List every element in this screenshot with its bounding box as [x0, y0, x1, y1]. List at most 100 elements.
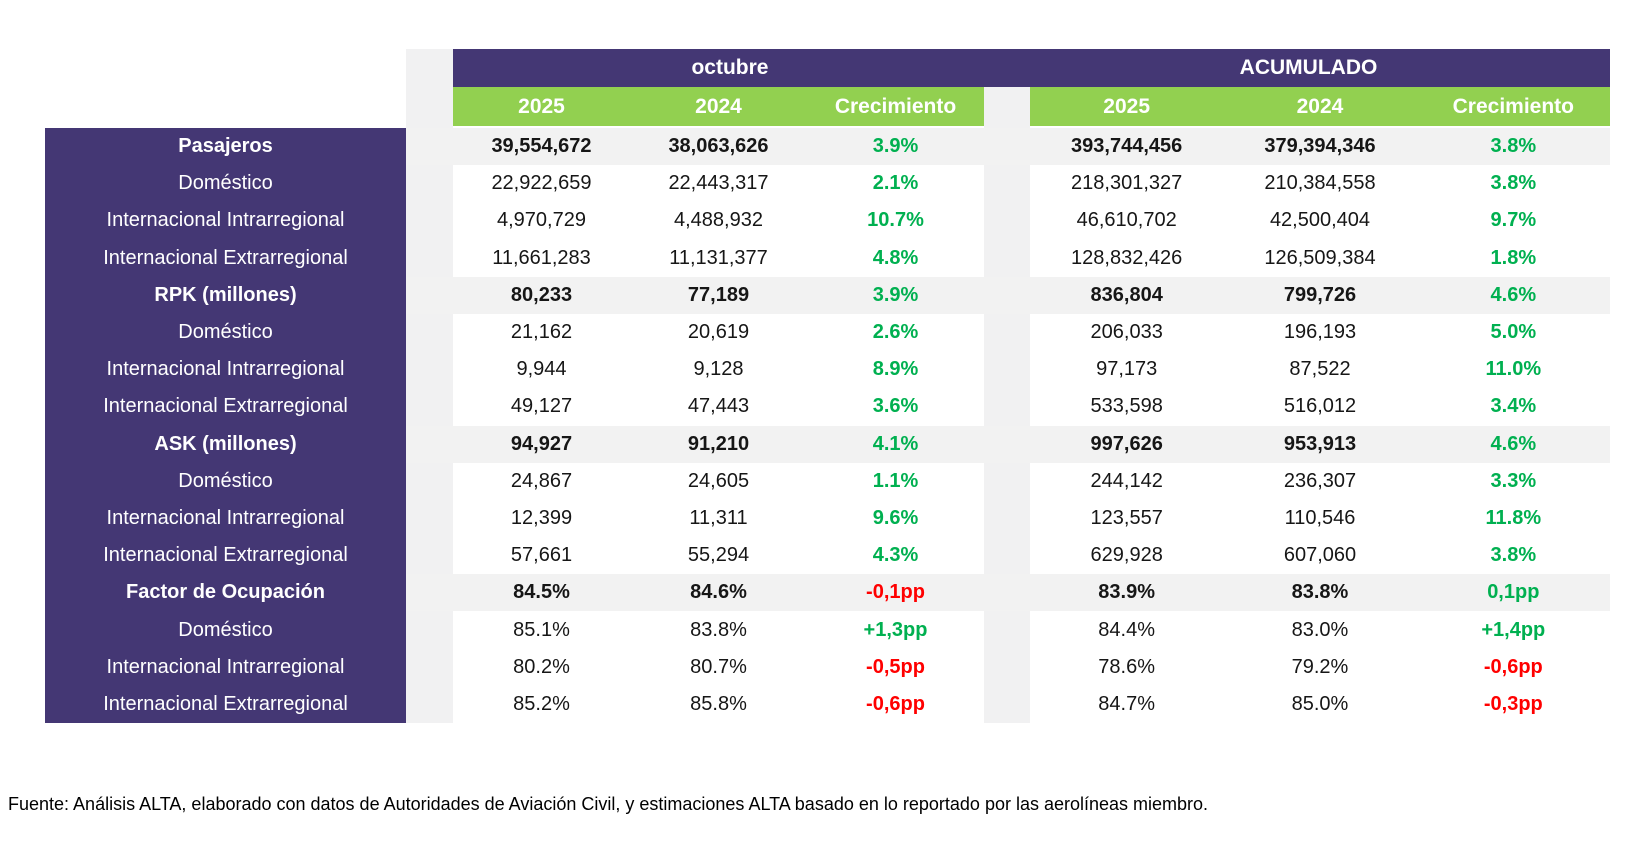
acumulado-2024-value: 379,394,346 [1264, 135, 1376, 158]
octubre-2024-value: 9,128 [693, 358, 744, 381]
metric-label-column: Pasajeros Doméstico Internacional Intrarre… [45, 128, 406, 723]
row-gutter [406, 649, 453, 686]
row-label: Doméstico [178, 469, 273, 492]
acumulado-2025-value: 533,598 [1090, 395, 1163, 418]
octubre-growth-value: 2.1% [872, 172, 919, 195]
octubre-growth-value: -0,1pp [866, 581, 925, 604]
acumulado-growth-value: 3.8% [1490, 135, 1537, 158]
period-octubre-header: octubre [691, 56, 769, 79]
octubre-2024-value: 91,210 [687, 432, 750, 455]
acumulado-2025-value: 97,173 [1096, 358, 1158, 381]
row-label: ASK (millones) [154, 432, 297, 455]
row-label: Internacional Extrarregional [103, 692, 348, 715]
octubre-2024-value: 11,311 [689, 506, 748, 529]
acumulado-2025-value: 629,928 [1090, 544, 1163, 567]
acumulado-2025-value: 393,744,456 [1071, 135, 1183, 158]
octubre-growth-value: 4.3% [872, 544, 919, 567]
octubre-2025-value: 24,867 [510, 469, 573, 492]
octubre-2024-value: 85.8% [690, 692, 747, 715]
period-header-bar: octubre ACUMULADO [453, 49, 1610, 87]
octubre-growth-value: 3.9% [872, 283, 919, 306]
acumulado-2024-value: 210,384,558 [1264, 172, 1376, 195]
row-label: Internacional Intrarregional [106, 506, 345, 529]
octubre-growth-value: 10.7% [867, 209, 924, 232]
row-gutter [984, 500, 1030, 537]
table-row: 80.2% 80.7% -0,5pp 78.6% 79.2% -0,6pp [406, 649, 1610, 686]
acumulado-2024-value: 83.0% [1291, 618, 1349, 641]
row-gutter [406, 277, 453, 314]
acumulado-growth-value: 3.8% [1490, 544, 1537, 567]
octubre-2024-value: 55,294 [687, 544, 750, 567]
octubre-2025-value: 80.2% [513, 655, 570, 678]
octubre-growth-value: 8.9% [872, 358, 919, 381]
row-gutter [406, 240, 453, 277]
acumulado-2024-value: 83.8% [1291, 581, 1349, 604]
octubre-2024-value: 22,443,317 [668, 172, 769, 195]
octubre-growth-value: 4.8% [872, 246, 919, 269]
row-gutter [984, 128, 1030, 165]
octubre-growth-value: -0,6pp [866, 692, 925, 715]
acumulado-growth-value: 3.3% [1490, 469, 1537, 492]
acumulado-crecimiento-header: Crecimiento [1452, 94, 1574, 118]
table-row: 39,554,672 38,063,626 3.9% 393,744,456 379,3… [406, 128, 1610, 166]
acumulado-growth-value: 3.4% [1490, 395, 1537, 418]
acumulado-2025-value: 836,804 [1090, 283, 1163, 306]
acumulado-2024-header: 2024 [1296, 94, 1344, 118]
octubre-2025-value: 49,127 [510, 395, 573, 418]
table-row: 4,970,729 4,488,932 10.7% 46,610,702 42,500,… [406, 202, 1610, 239]
octubre-growth-value: 9.6% [872, 506, 919, 529]
row-gutter [984, 388, 1030, 425]
acumulado-growth-value: 11.8% [1485, 506, 1542, 529]
row-label: RPK (millones) [154, 283, 297, 306]
acumulado-2025-value: 997,626 [1090, 432, 1163, 455]
octubre-2025-value: 94,927 [510, 432, 573, 455]
acumulado-growth-value: 1.8% [1490, 246, 1537, 269]
table-row: 85.2% 85.8% -0,6pp 84.7% 85.0% -0,3pp [406, 686, 1610, 723]
octubre-2025-value: 85.1% [513, 618, 570, 641]
octubre-2025-header: 2025 [518, 94, 565, 118]
acumulado-growth-value: 11.0% [1485, 358, 1542, 381]
acumulado-2024-value: 516,012 [1283, 395, 1357, 418]
acumulado-2025-value: 206,033 [1090, 321, 1163, 344]
octubre-2025-value: 9,944 [516, 358, 567, 381]
acumulado-2024-value: 799,726 [1283, 283, 1357, 306]
acumulado-2025-value: 218,301,327 [1071, 172, 1183, 195]
row-label: Doméstico [178, 321, 273, 344]
source-note: Fuente: Análisis ALTA, elaborado con dat… [8, 794, 1209, 814]
acumulado-growth-value: -0,3pp [1483, 692, 1543, 715]
row-gutter [406, 426, 453, 463]
acumulado-2024-value: 607,060 [1283, 544, 1357, 567]
row-label: Internacional Intrarregional [106, 358, 345, 381]
octubre-2025-value: 39,554,672 [491, 135, 592, 158]
acumulado-2025-value: 128,832,426 [1071, 246, 1183, 269]
acumulado-growth-value: 3.8% [1490, 172, 1537, 195]
row-gutter [406, 314, 453, 351]
octubre-2024-value: 20,619 [687, 321, 750, 344]
acumulado-2024-value: 87,522 [1289, 358, 1351, 381]
octubre-2024-value: 47,443 [687, 395, 750, 418]
table-row: 49,127 47,443 3.6% 533,598 516,012 3.4% [406, 388, 1610, 425]
period-acumulado-header: ACUMULADO [1239, 56, 1378, 79]
octubre-growth-value: 4.1% [872, 432, 919, 455]
table-row: 12,399 11,311 9.6% 123,557 110,546 11.8% [406, 500, 1610, 537]
octubre-growth-value: 2.6% [872, 321, 919, 344]
row-gutter [984, 686, 1030, 723]
row-gutter [406, 351, 453, 388]
acumulado-growth-value: -0,6pp [1483, 655, 1543, 678]
row-label: Internacional Extrarregional [103, 246, 348, 269]
row-label: Internacional Intrarregional [106, 209, 345, 232]
octubre-2025-value: 11,661,283 [492, 246, 591, 269]
octubre-2025-value: 12,399 [510, 506, 573, 529]
octubre-2025-value: 85.2% [513, 692, 570, 715]
acumulado-2025-value: 244,142 [1090, 469, 1163, 492]
section-gutter [984, 87, 1030, 723]
row-gutter [984, 165, 1030, 202]
row-gutter [406, 611, 453, 648]
row-gutter [406, 165, 453, 202]
row-gutter [984, 574, 1030, 611]
table-row: 9,944 9,128 8.9% 97,173 87,522 11.0% [406, 351, 1610, 388]
row-label: Doméstico [178, 618, 273, 641]
row-gutter [406, 500, 453, 537]
acumulado-growth-value: 9.7% [1490, 209, 1537, 232]
